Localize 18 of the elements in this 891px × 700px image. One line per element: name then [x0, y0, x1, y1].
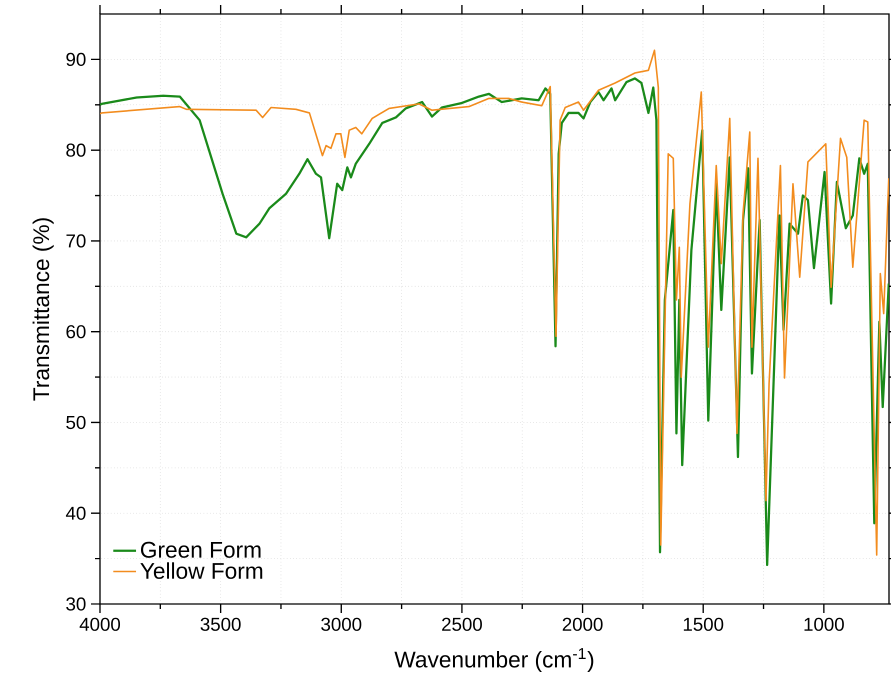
x-tick-label: 2000: [562, 618, 603, 631]
y-tick-label: 80: [66, 144, 86, 157]
y-axis-title: Transmittance (%): [32, 218, 54, 401]
y-tick-label: 70: [66, 234, 86, 248]
y-tick-label: 60: [66, 325, 86, 338]
legend-label: Yellow Form: [140, 562, 262, 579]
legend-label: Green Form: [140, 542, 261, 558]
y-tick-label: 40: [66, 506, 86, 520]
x-tick-label: 3000: [321, 618, 362, 631]
y-tick-label: 30: [66, 597, 86, 611]
x-tick-label: 3500: [200, 618, 241, 631]
x-tick-label: 2500: [442, 618, 482, 631]
x-tick-label: 1500: [684, 618, 724, 631]
y-tick-label: 90: [66, 52, 86, 66]
y-tick-label: 50: [66, 416, 86, 430]
x-tick-label: 1000: [804, 618, 844, 631]
x-tick-label: 4000: [80, 618, 120, 631]
x-axis-title: Wavenumber (cm$^{-1}$): [394, 648, 594, 672]
